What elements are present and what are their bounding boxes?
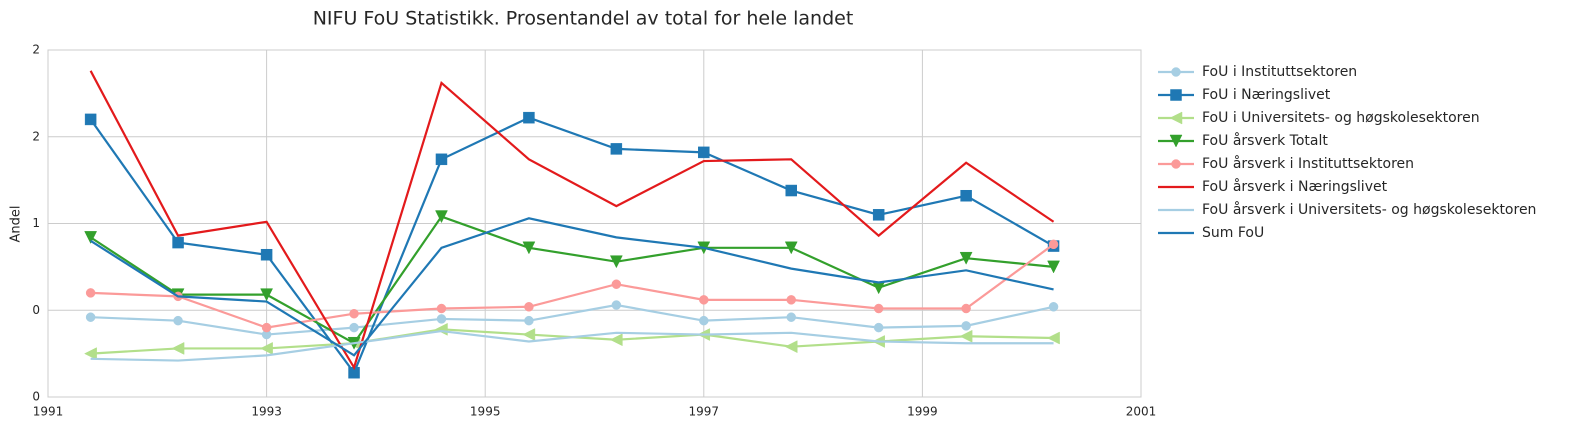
marker — [261, 322, 272, 333]
marker — [961, 303, 971, 314]
marker — [260, 288, 274, 302]
marker — [84, 113, 97, 126]
marker — [699, 295, 709, 305]
legend-label: FoU årsverk Totalt — [1202, 132, 1328, 149]
marker — [522, 241, 536, 255]
series-line — [90, 217, 1054, 357]
y-tick-label: 0 — [32, 303, 40, 317]
marker — [85, 288, 96, 298]
legend: FoU i Instituttsektoren FoU i Næringslive… — [1158, 64, 1536, 241]
series-line — [90, 329, 1054, 362]
legend-label: FoU i Instituttsektoren — [1202, 64, 1357, 80]
marker — [436, 314, 447, 324]
marker — [435, 210, 448, 224]
marker — [872, 209, 885, 221]
grid: 0 0 1 2 2 1991 1993 1995 1997 1999 2001 — [32, 43, 1156, 419]
marker — [1171, 67, 1181, 77]
marker — [611, 300, 622, 310]
marker — [609, 333, 623, 347]
x-tick-label: 1993 — [251, 405, 282, 419]
marker — [172, 236, 184, 249]
marker — [522, 328, 536, 341]
marker — [1169, 134, 1183, 148]
chart-title: NIFU FoU Statistikk. Prosentandel av tot… — [313, 8, 854, 30]
y-axis-label: Andel — [9, 206, 24, 243]
marker — [84, 347, 97, 361]
marker — [524, 315, 534, 326]
marker — [784, 340, 798, 354]
legend-label: FoU i Universitets- og høgskolesektoren — [1202, 110, 1480, 126]
marker — [1047, 260, 1060, 274]
marker — [609, 255, 623, 269]
x-tick-label: 1999 — [907, 405, 938, 419]
marker — [524, 302, 534, 312]
legend-label: FoU årsverk i Universitets- og høgskoles… — [1202, 201, 1536, 218]
series-line — [90, 303, 1054, 336]
marker — [173, 315, 183, 326]
x-tick-label: 1997 — [689, 405, 720, 419]
legend-label: FoU årsverk i Instituttsektoren — [1202, 155, 1414, 172]
marker — [523, 111, 535, 124]
marker — [349, 308, 359, 319]
marker — [784, 241, 798, 255]
marker — [436, 303, 447, 314]
marker — [1048, 239, 1059, 250]
marker — [1171, 159, 1181, 169]
marker — [959, 251, 973, 265]
marker — [171, 342, 185, 355]
series-line — [89, 70, 1055, 371]
x-tick-label: 1991 — [33, 405, 64, 419]
marker — [85, 312, 96, 322]
marker — [349, 322, 359, 333]
lines — [84, 70, 1060, 379]
marker — [873, 322, 884, 333]
y-tick-label: 2 — [32, 129, 40, 143]
legend-label: FoU årsverk i Næringslivet — [1202, 178, 1388, 195]
marker — [435, 153, 448, 166]
marker — [786, 295, 796, 305]
y-tick-label: 0 — [32, 390, 40, 404]
legend-label: Sum FoU — [1202, 225, 1264, 241]
marker — [611, 279, 622, 289]
marker — [260, 248, 273, 261]
series-line — [89, 116, 1055, 375]
y-tick-label: 1 — [32, 216, 40, 230]
marker — [959, 329, 973, 343]
marker — [610, 143, 623, 155]
marker — [1048, 302, 1059, 312]
series-line — [90, 243, 1055, 329]
legend-label: FoU i Næringslivet — [1202, 87, 1331, 103]
x-tick-label: 2001 — [1126, 405, 1157, 419]
series-line — [90, 215, 1054, 345]
marker — [699, 315, 709, 326]
marker — [786, 312, 796, 322]
marker — [698, 146, 710, 159]
marker — [960, 189, 972, 202]
marker — [1169, 111, 1183, 125]
y-tick-label: 2 — [32, 43, 40, 57]
x-tick-label: 1995 — [470, 405, 501, 419]
marker — [873, 303, 884, 314]
marker — [1170, 89, 1182, 101]
marker — [84, 231, 98, 244]
marker — [1047, 331, 1060, 345]
marker — [961, 321, 971, 331]
marker — [785, 184, 797, 197]
marker — [260, 342, 273, 355]
